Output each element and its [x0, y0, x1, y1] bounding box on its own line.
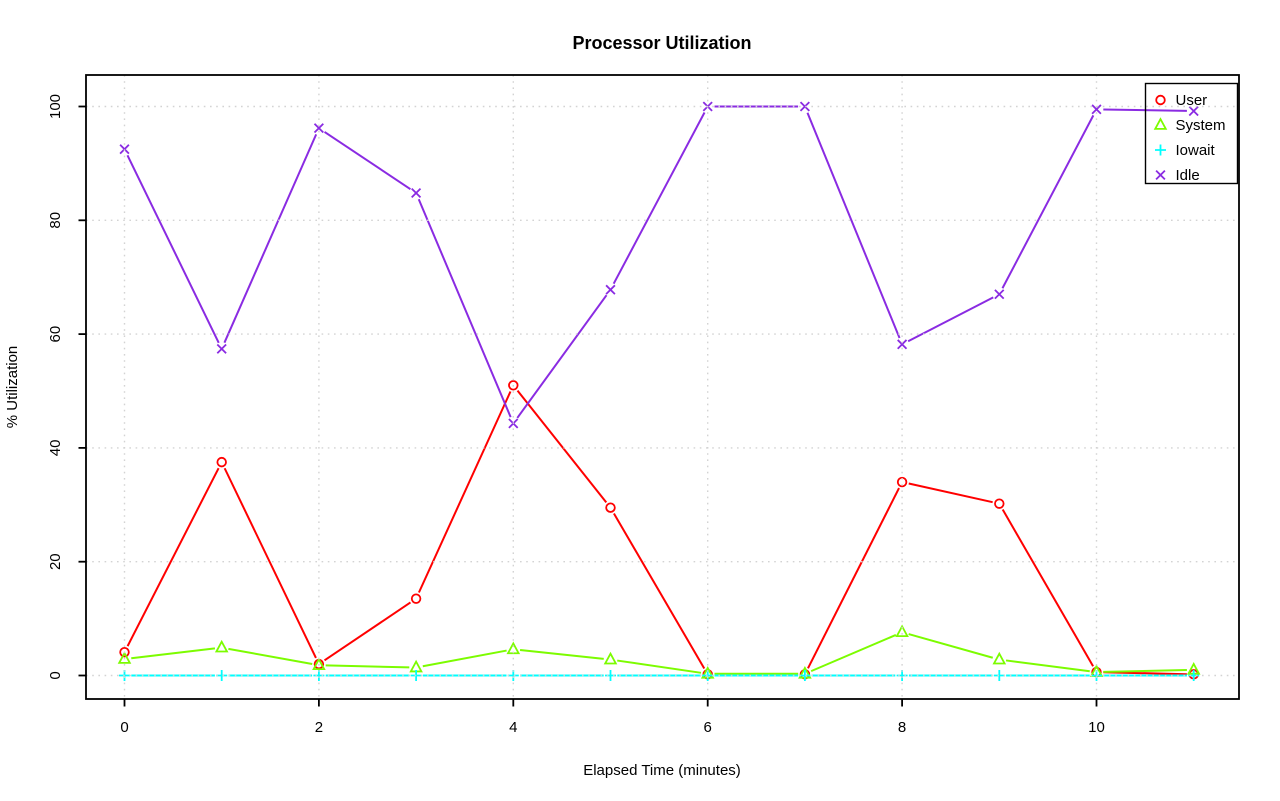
legend-swatch-system: [1153, 117, 1168, 130]
marker-iowait: [993, 670, 1005, 681]
marker-idle: [799, 101, 810, 112]
y-tick-label: 40: [47, 440, 64, 457]
marker-user: [410, 593, 422, 604]
legend-label-user: User: [1176, 92, 1208, 109]
legend-swatch-idle: [1155, 169, 1166, 181]
marker-user: [216, 456, 227, 468]
series-line-user: [418, 391, 512, 593]
marker-system: [312, 657, 326, 671]
series-line-user: [223, 467, 317, 659]
marker-iowait: [507, 670, 519, 681]
y-tick-label: 100: [47, 94, 64, 119]
y-tick-label: 0: [47, 671, 64, 679]
series-line-user: [908, 482, 993, 504]
marker-system: [117, 651, 132, 664]
x-tick-label: 0: [120, 719, 128, 736]
marker-system: [603, 651, 618, 665]
series-line-system: [325, 664, 410, 669]
marker-idle: [897, 339, 908, 350]
marker-idle: [1188, 106, 1199, 117]
marker-iowait: [1091, 670, 1102, 681]
legend-label-iowait: Iowait: [1176, 142, 1216, 159]
series-line-system: [131, 647, 216, 660]
series-line-system: [810, 634, 897, 673]
series-line-idle: [516, 294, 608, 419]
y-axis-label: % Utilization: [4, 346, 21, 429]
legend-label-idle: Idle: [1176, 167, 1200, 184]
series-line-system: [1005, 659, 1090, 673]
x-tick-label: 10: [1088, 719, 1105, 736]
legend-label-system: System: [1176, 117, 1226, 134]
marker-idle: [119, 144, 130, 155]
x-tick-label: 4: [509, 719, 517, 736]
series-line-idle: [907, 296, 994, 343]
series-line-system: [908, 633, 994, 659]
series-line-idle: [417, 198, 512, 418]
series-line-idle: [223, 133, 318, 344]
marker-idle: [605, 284, 616, 295]
series-line-user: [126, 467, 220, 647]
marker-idle: [216, 343, 227, 354]
legend-box: [1144, 82, 1239, 185]
series-line-system: [1103, 668, 1187, 673]
chart-title: Processor Utilization: [572, 33, 751, 53]
series-line-idle: [1001, 114, 1095, 289]
legend-swatch-iowait: [1155, 144, 1166, 156]
y-tick-label: 20: [47, 553, 64, 570]
marker-idle: [411, 187, 422, 199]
marker-iowait: [216, 670, 228, 681]
plot-frame: [85, 74, 1240, 700]
legend-swatch-user: [1155, 94, 1166, 106]
x-tick-label: 8: [898, 719, 906, 736]
series-line-idle: [612, 112, 706, 285]
marker-iowait: [799, 670, 811, 681]
y-tick-label: 80: [47, 212, 64, 229]
marker-user: [508, 380, 519, 391]
series-layer: [117, 101, 1201, 681]
series-line-system: [617, 659, 702, 674]
series-line-idle: [126, 154, 220, 344]
x-tick-label: 2: [315, 719, 323, 736]
marker-idle: [313, 123, 324, 134]
marker-system: [409, 659, 423, 673]
series-line-user: [1001, 509, 1094, 667]
marker-user: [994, 498, 1005, 509]
marker-system: [214, 639, 229, 653]
series-line-system: [422, 649, 507, 668]
marker-iowait: [702, 670, 714, 681]
legend: User System Iowait Idle: [1144, 82, 1239, 185]
series-line-user: [807, 487, 900, 669]
series-line-user: [323, 601, 412, 662]
marker-idle: [1091, 104, 1102, 115]
series-line-system: [519, 649, 604, 660]
y-tick-label: 60: [47, 326, 64, 343]
series-line-user: [516, 390, 608, 503]
x-axis-label: Elapsed Time (minutes): [583, 762, 741, 779]
marker-idle: [994, 289, 1005, 300]
marker-system: [895, 624, 909, 638]
marker-user: [896, 476, 908, 488]
series-line-user: [613, 513, 706, 669]
series-line-idle: [324, 131, 411, 191]
series-line-system: [228, 647, 313, 666]
marker-system: [992, 651, 1007, 665]
marker-user: [605, 502, 616, 513]
series-line-idle: [806, 112, 901, 339]
marker-system: [506, 641, 521, 655]
x-tick-label: 6: [704, 719, 712, 736]
marker-user: [119, 646, 130, 658]
